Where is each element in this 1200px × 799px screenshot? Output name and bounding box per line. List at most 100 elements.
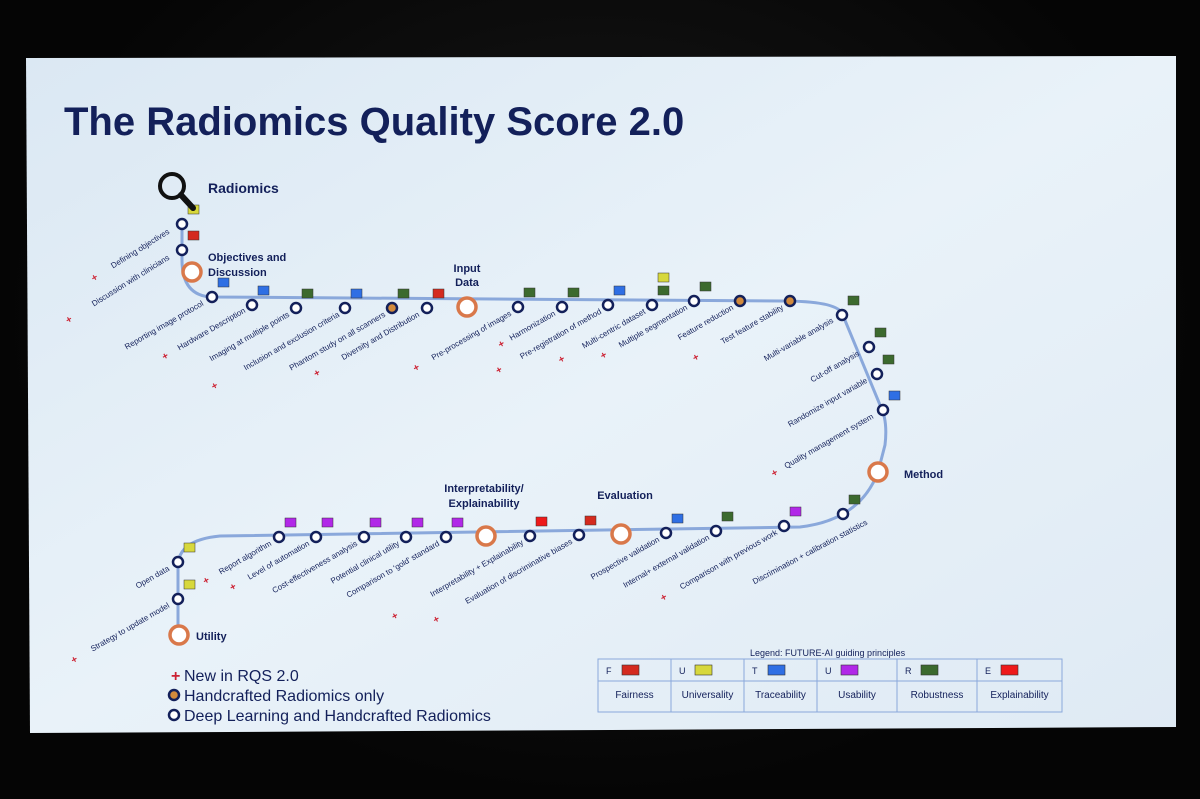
- principle-name: Robustness: [911, 690, 964, 701]
- principle-letter: E: [985, 666, 991, 676]
- tag-R: [567, 287, 580, 298]
- tag-R: [657, 285, 670, 296]
- phase-label-objectives: Discussion: [208, 267, 267, 279]
- item-node: [862, 340, 876, 354]
- principle-name: Explainability: [990, 690, 1048, 701]
- principle-name: Fairness: [615, 690, 653, 701]
- principle-swatch: [621, 664, 640, 676]
- item-node: [733, 294, 747, 308]
- principle-letter: F: [606, 666, 612, 676]
- new-marker-icon: +: [770, 467, 781, 480]
- principle-traceability: T Traceability: [752, 664, 806, 701]
- new-marker-icon: +: [691, 352, 702, 365]
- phase-label-evaluation: Evaluation: [597, 490, 653, 502]
- new-marker-icon: +: [69, 654, 80, 667]
- new-marker-icon: +: [89, 272, 100, 285]
- handcrafted-dot-icon: [167, 688, 181, 702]
- new-marker-icon: +: [228, 581, 239, 594]
- item-node: [439, 530, 453, 544]
- tag-F: [584, 515, 597, 526]
- new-marker-icon: +: [390, 610, 401, 623]
- tag-R: [874, 327, 887, 338]
- open-dot-icon: [167, 708, 181, 722]
- item-node: [687, 294, 701, 308]
- item-node: [175, 243, 189, 257]
- new-marker-icon: +: [312, 367, 323, 380]
- tag-R: [847, 295, 860, 306]
- tag-T: [217, 277, 230, 288]
- item-node: [835, 308, 849, 322]
- item-node: [659, 526, 673, 540]
- slide-title: The Radiomics Quality Score 2.0: [64, 100, 684, 144]
- item-node: [272, 530, 286, 544]
- phase-label-radiomics: Radiomics: [208, 180, 279, 196]
- item-node: [385, 301, 399, 315]
- tag-U1: [183, 579, 196, 590]
- principle-letter: T: [752, 666, 758, 676]
- phase-node-interpret: [475, 525, 497, 547]
- principle-swatch: [1000, 664, 1019, 676]
- phase-label-method: Method: [904, 469, 943, 481]
- item-node: [645, 298, 659, 312]
- phase-label-input: Input: [454, 263, 481, 275]
- item-node: [357, 530, 371, 544]
- tag-T: [613, 285, 626, 296]
- item-node: [171, 592, 185, 606]
- item-node: [205, 290, 219, 304]
- new-marker-icon: +: [496, 338, 507, 351]
- new-marker-icon: +: [557, 354, 568, 367]
- tag-U2: [451, 517, 464, 528]
- item-node: [601, 298, 615, 312]
- principle-swatch: [694, 664, 713, 676]
- tag-U1: [183, 542, 196, 553]
- tag-T: [350, 288, 363, 299]
- principle-explainability: E Explainability: [985, 664, 1049, 701]
- item-node: [338, 301, 352, 315]
- new-marker-icon: +: [599, 350, 610, 363]
- tag-R: [699, 281, 712, 292]
- item-node: [783, 294, 797, 308]
- tag-R: [882, 354, 895, 365]
- new-marker-icon: +: [431, 614, 442, 627]
- new-marker-icon: +: [494, 364, 505, 377]
- principle-letter: U: [825, 666, 832, 676]
- tag-F: [432, 288, 445, 299]
- tag-R: [301, 288, 314, 299]
- tag-U2: [321, 517, 334, 528]
- item-node: [175, 217, 189, 231]
- phase-label-interpret: Interpretability/: [444, 483, 523, 495]
- tag-E: [535, 516, 548, 527]
- item-node: [309, 530, 323, 544]
- new-marker-icon: +: [659, 592, 670, 605]
- phase-node-method: [867, 461, 889, 483]
- tag-U1: [657, 272, 670, 283]
- principle-robustness: R Robustness: [905, 664, 964, 701]
- new-marker-icon: +: [171, 668, 180, 685]
- item-node: [171, 555, 185, 569]
- item-node: [870, 367, 884, 381]
- principle-usability: U Usability: [825, 664, 876, 701]
- principle-swatch: [840, 664, 859, 676]
- item-node: [245, 298, 259, 312]
- tag-F: [187, 230, 200, 241]
- tag-T: [888, 390, 901, 401]
- item-node: [555, 300, 569, 314]
- tag-T: [257, 285, 270, 296]
- slide-background: [26, 56, 1176, 733]
- key-legend: + New in RQS 2.0 Handcrafted Radiomics o…: [167, 668, 491, 725]
- principle-name: Universality: [682, 690, 734, 701]
- new-marker-icon: +: [411, 362, 422, 375]
- tag-R: [848, 494, 861, 505]
- tag-T: [671, 513, 684, 524]
- tag-U2: [369, 517, 382, 528]
- phase-node-input: [456, 296, 478, 318]
- item-node: [399, 530, 413, 544]
- tag-R: [397, 288, 410, 299]
- new-marker-icon: +: [160, 350, 171, 363]
- legend-new-text: New in RQS 2.0: [184, 668, 299, 685]
- new-marker-icon: +: [210, 380, 221, 393]
- tag-U2: [284, 517, 297, 528]
- legend-handcrafted-text: Handcrafted Radiomics only: [184, 688, 384, 705]
- tag-R: [523, 287, 536, 298]
